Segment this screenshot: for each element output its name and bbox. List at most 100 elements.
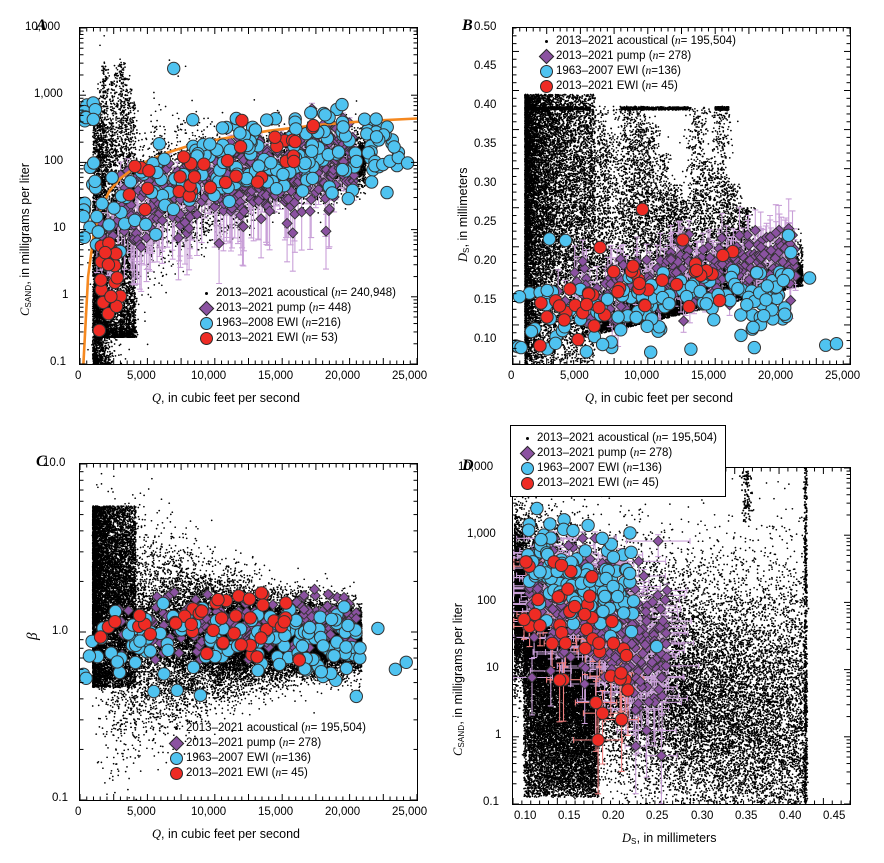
panel-c-yaxis-symbol: β: [25, 633, 41, 640]
panel-d-ytick-0.1: 0.1: [483, 796, 499, 808]
panel-b-xtick-15000: 15,000: [691, 370, 726, 382]
panel-b-xaxis-symbol: Q: [585, 391, 594, 405]
panel-d-xtick-0.40: 0.40: [779, 810, 801, 822]
legend-item: 2013–2021 EWI (n= 45): [536, 79, 736, 94]
legend-item: 1963–2007 EWI (n=136): [166, 751, 366, 766]
panel-a-xtick-10000: 10,000: [191, 370, 226, 382]
panel-b-ytick-0.30: 0.30: [474, 177, 496, 189]
panel-a-yaxis-rest: , in milligrams per liter: [18, 163, 32, 285]
panel-b-xtick-25000: 25,000: [825, 370, 860, 382]
legend-item: 2013–2021 acoustical (n= 195,504): [517, 431, 717, 446]
panel-b-ytick-0.40: 0.40: [474, 99, 496, 111]
panel-b-ytick-0.25: 0.25: [474, 216, 496, 228]
panel-d-yaxis-symbol: C: [451, 748, 465, 756]
circle-blue-icon: [536, 65, 556, 78]
panel-b-xtick-10000: 10,000: [624, 370, 659, 382]
panel-b: B 0.50 0.45 0.40 0.35 0.30 0.25 0.20 0.1…: [442, 0, 884, 432]
panel-d-xtick-0.15: 0.15: [558, 810, 580, 822]
panel-a-ytick-10: 10: [53, 222, 66, 234]
legend-label: 1963–2007 EWI (n=136): [556, 66, 681, 78]
dot-icon: [517, 437, 537, 440]
panel-a-xaxis-rest: , in cubic feet per second: [161, 391, 300, 405]
panel-c-ytick-10.0: 10.0: [43, 457, 65, 469]
panel-c-xtick-20000: 20,000: [325, 806, 360, 818]
legend-label: 2013–2021 acoustical (n= 195,504): [556, 36, 736, 48]
diamond-icon: [166, 738, 186, 749]
circle-red-icon: [196, 332, 216, 345]
panel-d-ytick-1000: 1,000: [467, 528, 496, 540]
panel-d-ytick-1: 1: [495, 729, 501, 741]
panel-c-ytick-0.1: 0.1: [52, 792, 68, 804]
legend-label: 2013–2021 pump (n= 278): [556, 51, 691, 63]
panel-c-ytick-1.0: 1.0: [52, 625, 68, 637]
legend-item: 2013–2021 EWI (n= 53): [196, 331, 396, 346]
legend-label: 2013–2021 pump (n= 448): [216, 303, 351, 315]
panel-a-ytick-0.1: 0.1: [50, 356, 66, 368]
legend-item: 2013–2021 pump (n= 278): [166, 736, 366, 751]
panel-c-xtick-5000: 5,000: [127, 806, 156, 818]
panel-b-xtick-0: 0: [508, 370, 514, 382]
diamond-icon: [517, 448, 537, 459]
panel-c-xaxis-rest: , in cubic feet per second: [161, 827, 300, 841]
panel-d-plot-area: [512, 467, 851, 805]
circle-blue-icon: [166, 752, 186, 765]
panel-a-ytick-10000: 10,000: [25, 21, 60, 33]
dot-icon: [166, 727, 186, 730]
panel-a-xtick-20000: 20,000: [325, 370, 360, 382]
panel-c-xaxis-symbol: Q: [152, 827, 161, 841]
dot-icon: [196, 292, 216, 295]
legend-label: 2013–2021 EWI (n= 45): [537, 478, 659, 490]
legend-label: 2013–2021 pump (n= 278): [186, 738, 321, 750]
panel-a-ytick-1000: 1,000: [34, 88, 63, 100]
circle-blue-icon: [517, 462, 537, 475]
panel-a-ytick-100: 100: [44, 155, 63, 167]
panel-b-ytick-0.10: 0.10: [474, 333, 496, 345]
legend-label: 1963–2008 EWI (n=216): [216, 318, 341, 330]
panel-d-ytick-10000: 10,000: [458, 461, 493, 473]
panel-d-xaxis-title: DS, in millimeters: [622, 831, 716, 846]
legend-label: 2013–2021 acoustical (n= 195,504): [186, 723, 366, 735]
panel-b-yaxis-rest: , in millimeters: [456, 168, 470, 248]
panel-c-xtick-15000: 15,000: [258, 806, 293, 818]
dot-icon: [536, 40, 556, 43]
panel-b-xaxis-title: Q, in cubic feet per second: [585, 391, 733, 406]
panel-d-yaxis-rest: , in milligrams per liter: [451, 603, 465, 725]
legend-item: 2013–2021 pump (n= 448): [196, 301, 396, 316]
panel-c-xtick-10000: 10,000: [191, 806, 226, 818]
panel-a-xaxis-title: Q, in cubic feet per second: [152, 391, 300, 406]
panel-d-legend: 2013–2021 acoustical (n= 195,504) 2013–2…: [510, 425, 726, 497]
panel-d-yaxis-title: CSAND, in milligrams per liter: [451, 603, 466, 756]
circle-blue-icon: [196, 317, 216, 330]
panel-d-yaxis-subscript: SAND: [457, 725, 466, 748]
panel-c-xaxis-title: Q, in cubic feet per second: [152, 827, 300, 842]
legend-label: 2013–2021 acoustical (n= 240,948): [216, 288, 396, 300]
panel-b-ytick-0.45: 0.45: [474, 60, 496, 72]
panel-a: A: [0, 0, 442, 432]
legend-label: 2013–2021 EWI (n= 53): [216, 333, 338, 345]
panel-a-yaxis-subscript: SAND: [24, 285, 33, 308]
panel-d-xtick-0.25: 0.25: [646, 810, 668, 822]
panel-d-xaxis-rest: , in millimeters: [637, 831, 717, 845]
circle-red-icon: [166, 767, 186, 780]
panel-b-ytick-0.35: 0.35: [474, 138, 496, 150]
panel-d-xaxis-symbol: D: [622, 831, 631, 845]
panel-d-canvas: [513, 468, 850, 804]
panel-d-xtick-0.45: 0.45: [823, 810, 845, 822]
panel-c-xtick-25000: 25,000: [392, 806, 427, 818]
legend-item: 1963–2008 EWI (n=216): [196, 316, 396, 331]
panel-a-ytick-1: 1: [62, 289, 68, 301]
panel-b-yaxis-subscript: S: [462, 247, 471, 253]
legend-label: 2013–2021 pump (n= 278): [537, 448, 672, 460]
panel-c: C 10.0 1.0 0.1 0 5,000 10,000 15,000 20,…: [0, 432, 442, 863]
panel-b-ytick-0.20: 0.20: [474, 255, 496, 267]
panel-b-ytick-0.50: 0.50: [474, 21, 496, 33]
panel-b-xtick-20000: 20,000: [758, 370, 793, 382]
legend-item: 2013–2021 acoustical (n= 195,504): [166, 721, 366, 736]
diamond-icon: [196, 303, 216, 314]
panel-d-ytick-100: 100: [477, 595, 496, 607]
circle-red-icon: [536, 80, 556, 93]
panel-b-yaxis-title: DS, in millimeters: [456, 168, 471, 262]
panel-b-ytick-0.15: 0.15: [474, 294, 496, 306]
legend-item: 2013–2021 pump (n= 278): [517, 446, 717, 461]
